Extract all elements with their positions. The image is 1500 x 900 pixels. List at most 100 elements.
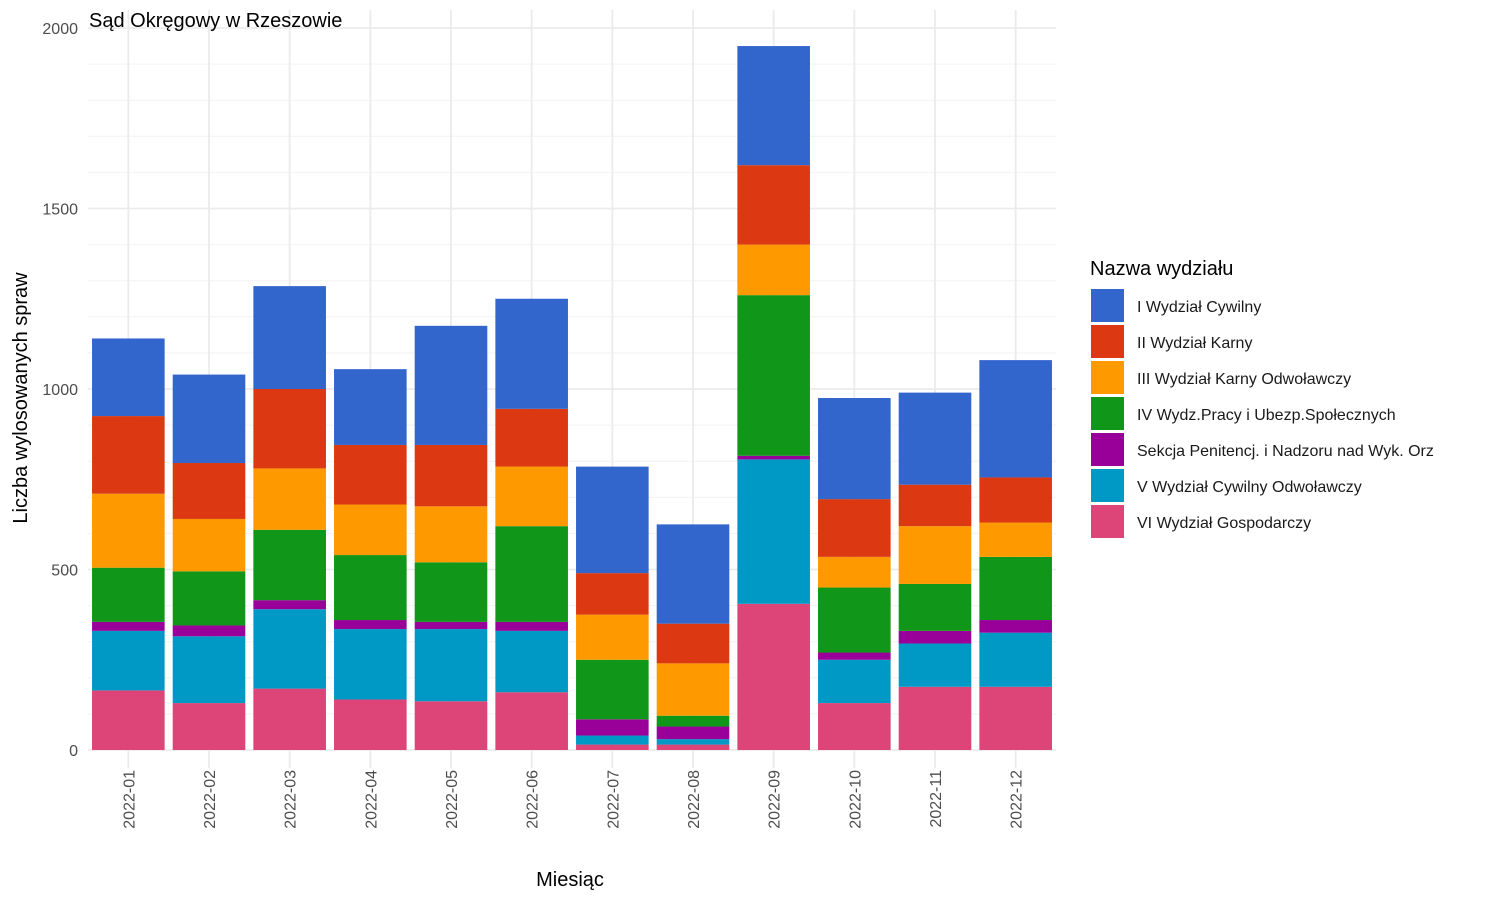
- x-axis-ticks: 2022-01 2022-02 2022-03 2022-04 2022-05 2022-…: [121, 770, 1025, 829]
- bar-segment: [334, 699, 407, 750]
- bars: [92, 46, 1052, 750]
- bar-segment: [495, 621, 568, 631]
- bar-segment: [737, 244, 810, 296]
- bar-segment: [818, 499, 891, 557]
- bar-segment: [818, 556, 891, 588]
- bar-segment: [979, 522, 1052, 557]
- legend-label: III Wydział Karny Odwoławczy: [1137, 371, 1351, 388]
- bar-segment: [414, 325, 488, 445]
- y-axis-title: Liczba wylosowanych spraw: [10, 272, 32, 524]
- bar-segment: [898, 583, 972, 631]
- bar-segment: [172, 374, 246, 464]
- legend-label: VI Wydział Gospodarczy: [1137, 515, 1311, 532]
- bar-segment: [172, 625, 246, 637]
- bar-segment: [818, 652, 891, 660]
- bar-segment: [92, 621, 165, 631]
- bar-segment: [414, 562, 488, 622]
- bar-segment: [253, 468, 326, 530]
- bar-segment: [656, 715, 730, 727]
- bar-segment: [656, 739, 730, 745]
- bar-segment: [495, 692, 568, 750]
- bar-segment: [253, 600, 326, 610]
- bar-segment: [172, 518, 246, 572]
- legend-label: II Wydział Karny: [1137, 335, 1252, 352]
- bar-segment: [92, 567, 165, 622]
- bar-segment: [334, 620, 407, 630]
- bar-segment: [495, 630, 568, 693]
- bar-segment: [737, 46, 810, 166]
- legend-swatch: [1091, 397, 1124, 430]
- legend-label: V Wydział Cywilny Odwoławczy: [1137, 479, 1362, 496]
- x-tick-label: 2022-03: [283, 770, 300, 829]
- bar-segment: [334, 444, 407, 505]
- x-tick-label: 2022-02: [202, 770, 219, 829]
- bar-segment: [414, 444, 488, 507]
- bar-segment: [737, 455, 810, 460]
- y-axis-ticks: 0 500 1000 1500 2000: [42, 21, 78, 760]
- bar-segment: [818, 703, 891, 750]
- bar-segment: [979, 477, 1052, 523]
- bar-segment: [253, 609, 326, 689]
- legend-swatch: [1091, 433, 1124, 466]
- bar-segment: [334, 369, 407, 445]
- x-tick-label: 2022-08: [686, 770, 703, 829]
- bar-segment: [92, 493, 165, 568]
- bar-segment: [495, 526, 568, 622]
- bar-segment: [414, 701, 488, 750]
- bar-segment: [576, 466, 649, 574]
- bar-segment: [576, 735, 649, 745]
- bar-segment: [172, 463, 246, 519]
- x-tick-label: 2022-11: [928, 770, 945, 828]
- bar-segment: [92, 630, 165, 691]
- y-tick-label: 1000: [42, 382, 78, 399]
- bar-segment: [414, 621, 488, 630]
- x-axis-title: Miesiąc: [536, 869, 604, 891]
- bar-segment: [898, 643, 972, 687]
- bar-segment: [253, 688, 326, 750]
- bar-segment: [979, 556, 1052, 621]
- legend: I Wydział Cywilny II Wydział Karny III Wyd…: [1091, 289, 1434, 538]
- bar-segment: [818, 659, 891, 704]
- bar-segment: [656, 524, 730, 624]
- bar-segment: [253, 389, 326, 469]
- bar-segment: [737, 165, 810, 245]
- legend-label: I Wydział Cywilny: [1137, 299, 1261, 316]
- legend-swatch: [1091, 289, 1124, 322]
- bar-segment: [979, 360, 1052, 478]
- y-tick-label: 0: [69, 743, 78, 760]
- bar-segment: [172, 636, 246, 704]
- bar-segment: [414, 506, 488, 563]
- x-tick-label: 2022-07: [605, 770, 622, 829]
- legend-swatch: [1091, 325, 1124, 358]
- chart-title: Sąd Okręgowy w Rzeszowie: [89, 10, 342, 32]
- bar-segment: [334, 504, 407, 556]
- bar-segment: [818, 587, 891, 653]
- bar-segment: [979, 620, 1052, 633]
- bar-segment: [737, 295, 810, 456]
- bar-segment: [495, 298, 568, 409]
- x-tick-label: 2022-10: [847, 770, 864, 829]
- bar-segment: [495, 466, 568, 527]
- x-tick-label: 2022-12: [1009, 770, 1026, 829]
- bar-segment: [576, 573, 649, 615]
- bar-segment: [334, 629, 407, 700]
- legend-label: IV Wydz.Pracy i Ubezp.Społecznych: [1137, 407, 1396, 424]
- bar-segment: [656, 726, 730, 740]
- y-tick-label: 500: [51, 563, 78, 580]
- y-tick-label: 2000: [42, 21, 78, 38]
- legend-swatch: [1091, 505, 1124, 538]
- bar-segment: [898, 686, 972, 750]
- x-tick-label: 2022-06: [525, 770, 542, 829]
- bar-segment: [979, 632, 1052, 687]
- bar-segment: [656, 623, 730, 664]
- legend-title: Nazwa wydziału: [1090, 258, 1233, 280]
- bar-segment: [576, 744, 649, 750]
- x-tick-label: 2022-09: [767, 770, 784, 829]
- x-tick-label: 2022-01: [121, 770, 138, 829]
- bar-segment: [898, 392, 972, 485]
- bar-segment: [656, 663, 730, 716]
- bar-segment: [334, 555, 407, 621]
- bar-segment: [92, 338, 165, 417]
- bar-segment: [495, 408, 568, 467]
